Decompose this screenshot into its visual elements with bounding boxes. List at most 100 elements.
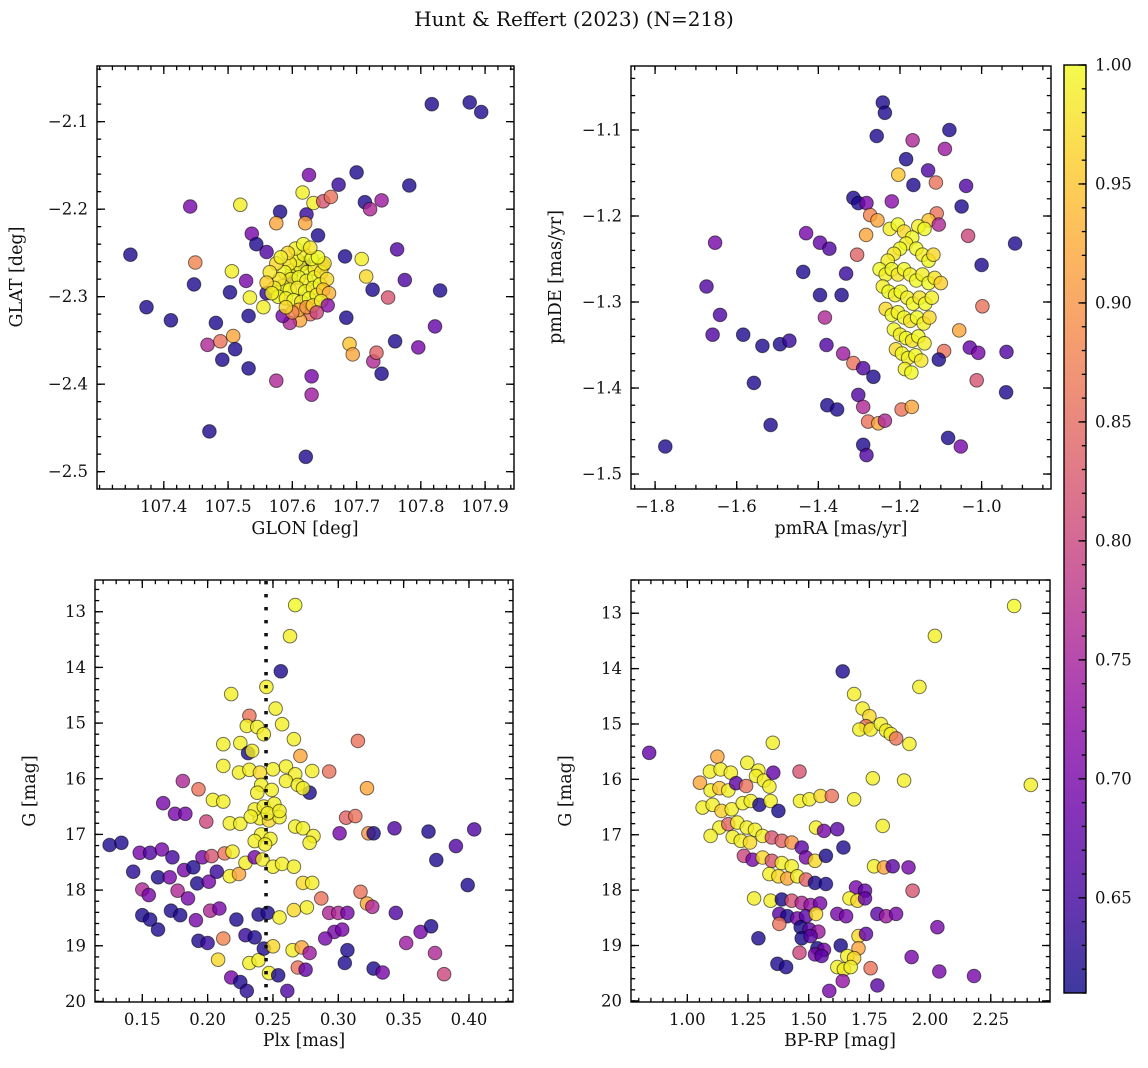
data-point — [387, 334, 403, 349]
data-point — [931, 217, 947, 232]
data-point — [641, 745, 657, 761]
data-point — [348, 808, 363, 824]
data-point — [233, 816, 248, 832]
colorbar: 1.00 0.95 0.90 0.85 0.80 0.75 0.70 0.65 — [1063, 56, 1132, 994]
data-point — [792, 945, 807, 961]
data-point — [269, 215, 284, 231]
data-point — [295, 780, 311, 796]
data-point — [891, 167, 906, 182]
svg-text:107.6: 107.6 — [269, 497, 316, 516]
svg-text:0.75: 0.75 — [1095, 650, 1132, 669]
panel-bprp-g: 1.00 1.25 1.50 1.75 2.00 2.25 13 14 15 16 17 18 19 20 — [601, 579, 1051, 1029]
svg-text:0.85: 0.85 — [1095, 412, 1132, 431]
data-point — [270, 968, 286, 983]
data-point — [905, 883, 920, 899]
data-point — [216, 794, 231, 809]
data-point — [102, 837, 117, 853]
data-point — [123, 247, 138, 262]
data-point — [855, 360, 871, 376]
data-point — [233, 735, 248, 751]
panel-glon-glat-points — [123, 95, 489, 465]
svg-text:0.80: 0.80 — [1095, 531, 1132, 550]
data-point — [812, 287, 828, 303]
data-point — [849, 247, 865, 262]
data-point — [317, 931, 333, 946]
svg-text:15: 15 — [601, 714, 622, 733]
svg-text:19: 19 — [601, 936, 622, 955]
data-point — [904, 365, 919, 380]
svg-text:18: 18 — [601, 881, 622, 900]
data-point — [740, 755, 755, 771]
svg-text:20: 20 — [601, 991, 622, 1010]
svg-text:−2.5: −2.5 — [48, 462, 88, 481]
data-point — [286, 902, 302, 918]
data-point — [833, 938, 849, 953]
data-point — [884, 194, 900, 209]
data-point — [366, 826, 381, 841]
data-point — [766, 765, 781, 781]
data-point — [310, 228, 326, 243]
data-point — [448, 838, 464, 854]
data-point — [819, 337, 834, 353]
data-point — [301, 167, 317, 183]
svg-text:2.25: 2.25 — [972, 1010, 1009, 1029]
data-point — [272, 910, 287, 925]
data-point — [857, 891, 873, 906]
data-point — [846, 686, 862, 702]
data-point — [310, 249, 326, 265]
data-point — [231, 866, 247, 882]
xlabel-bprp: BP-RP [mag] — [784, 1031, 896, 1051]
data-point — [243, 809, 259, 824]
data-point — [843, 959, 859, 975]
data-point — [302, 945, 317, 961]
data-point — [746, 891, 762, 906]
colorbar-ticks — [1078, 64, 1086, 994]
panel-glon-glat: 107.4 107.5 107.6 107.7 107.8 107.9 −2.1 −2.2 −2… — [48, 65, 515, 516]
data-point — [960, 228, 976, 244]
data-point — [432, 283, 448, 298]
svg-text:1.75: 1.75 — [851, 1010, 888, 1029]
data-point — [974, 257, 989, 273]
ylabel-pmde: pmDE [mas/yr] — [546, 210, 566, 344]
data-point — [735, 327, 751, 343]
svg-text:15: 15 — [65, 714, 86, 733]
data-point — [928, 175, 944, 190]
data-point — [877, 413, 893, 429]
svg-text:14: 14 — [601, 659, 622, 678]
data-point — [954, 199, 969, 214]
data-point — [896, 773, 912, 788]
data-point — [238, 273, 254, 289]
data-point — [411, 340, 426, 355]
data-point — [340, 905, 355, 921]
data-point — [398, 935, 414, 951]
data-point — [822, 983, 837, 999]
panel-plx-g-points — [102, 597, 482, 999]
svg-text:−1.5: −1.5 — [582, 465, 622, 484]
data-point — [940, 430, 956, 446]
svg-text:2.00: 2.00 — [912, 1010, 949, 1029]
data-point — [803, 928, 818, 944]
data-point — [273, 664, 289, 679]
svg-text:−1.4: −1.4 — [798, 497, 838, 516]
data-point — [906, 177, 921, 193]
data-point — [114, 835, 129, 851]
data-point — [172, 907, 188, 923]
data-point — [334, 922, 350, 937]
data-point — [436, 966, 452, 982]
data-point — [920, 163, 936, 178]
data-point — [898, 151, 914, 167]
data-point — [162, 870, 177, 885]
data-point — [224, 264, 240, 279]
svg-text:1.25: 1.25 — [730, 1010, 767, 1029]
data-point — [186, 277, 202, 292]
data-point — [272, 803, 287, 819]
data-point — [829, 402, 845, 417]
data-point — [233, 197, 248, 213]
data-point — [241, 308, 256, 324]
data-point — [188, 912, 204, 928]
data-point — [855, 399, 871, 415]
svg-text:17: 17 — [65, 825, 86, 844]
data-point — [142, 912, 158, 927]
data-point — [830, 821, 845, 837]
